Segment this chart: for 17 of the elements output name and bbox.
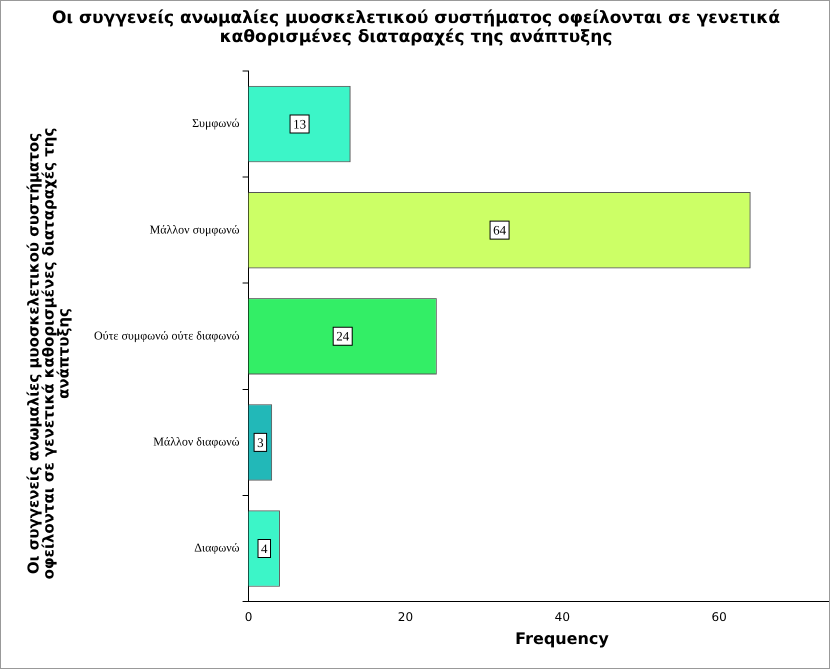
y-tick-label: Μάλλον συμφωνώ	[150, 222, 240, 236]
data-label: 3	[257, 434, 264, 450]
y-tick-label: Ούτε συμφωνώ ούτε διαφωνώ	[94, 328, 240, 342]
y-tick-label: Μάλλον διαφωνώ	[153, 434, 240, 449]
data-label: 13	[293, 116, 306, 132]
x-tick-label: 60	[712, 610, 727, 624]
data-label: 64	[493, 222, 507, 238]
chart-title: Οι συγγενείς ανωμαλίες μυοσκελετικού συστήματος οφείλονται σε γενετικά καθορισμένες διαταραχές της ανάπτυξης	[50, 8, 782, 47]
data-label: 24	[336, 328, 350, 344]
x-tick-label: 0	[244, 610, 252, 624]
y-tick-label: Συμφωνώ	[192, 116, 240, 130]
x-axis-title: Frequency	[514, 629, 610, 648]
x-tick-label: 40	[554, 610, 570, 624]
data-label: 4	[261, 540, 268, 556]
x-tick-label: 20	[398, 610, 414, 624]
y-axis-title: Οι συγγενείς ανωμαλίες μυοσκελετικού συστήματος οφείλονται σε γενετικά καθορισμένες διαταραχές της ανάπτυξης	[24, 126, 72, 582]
y-tick-label: Διαφωνώ	[194, 540, 240, 555]
